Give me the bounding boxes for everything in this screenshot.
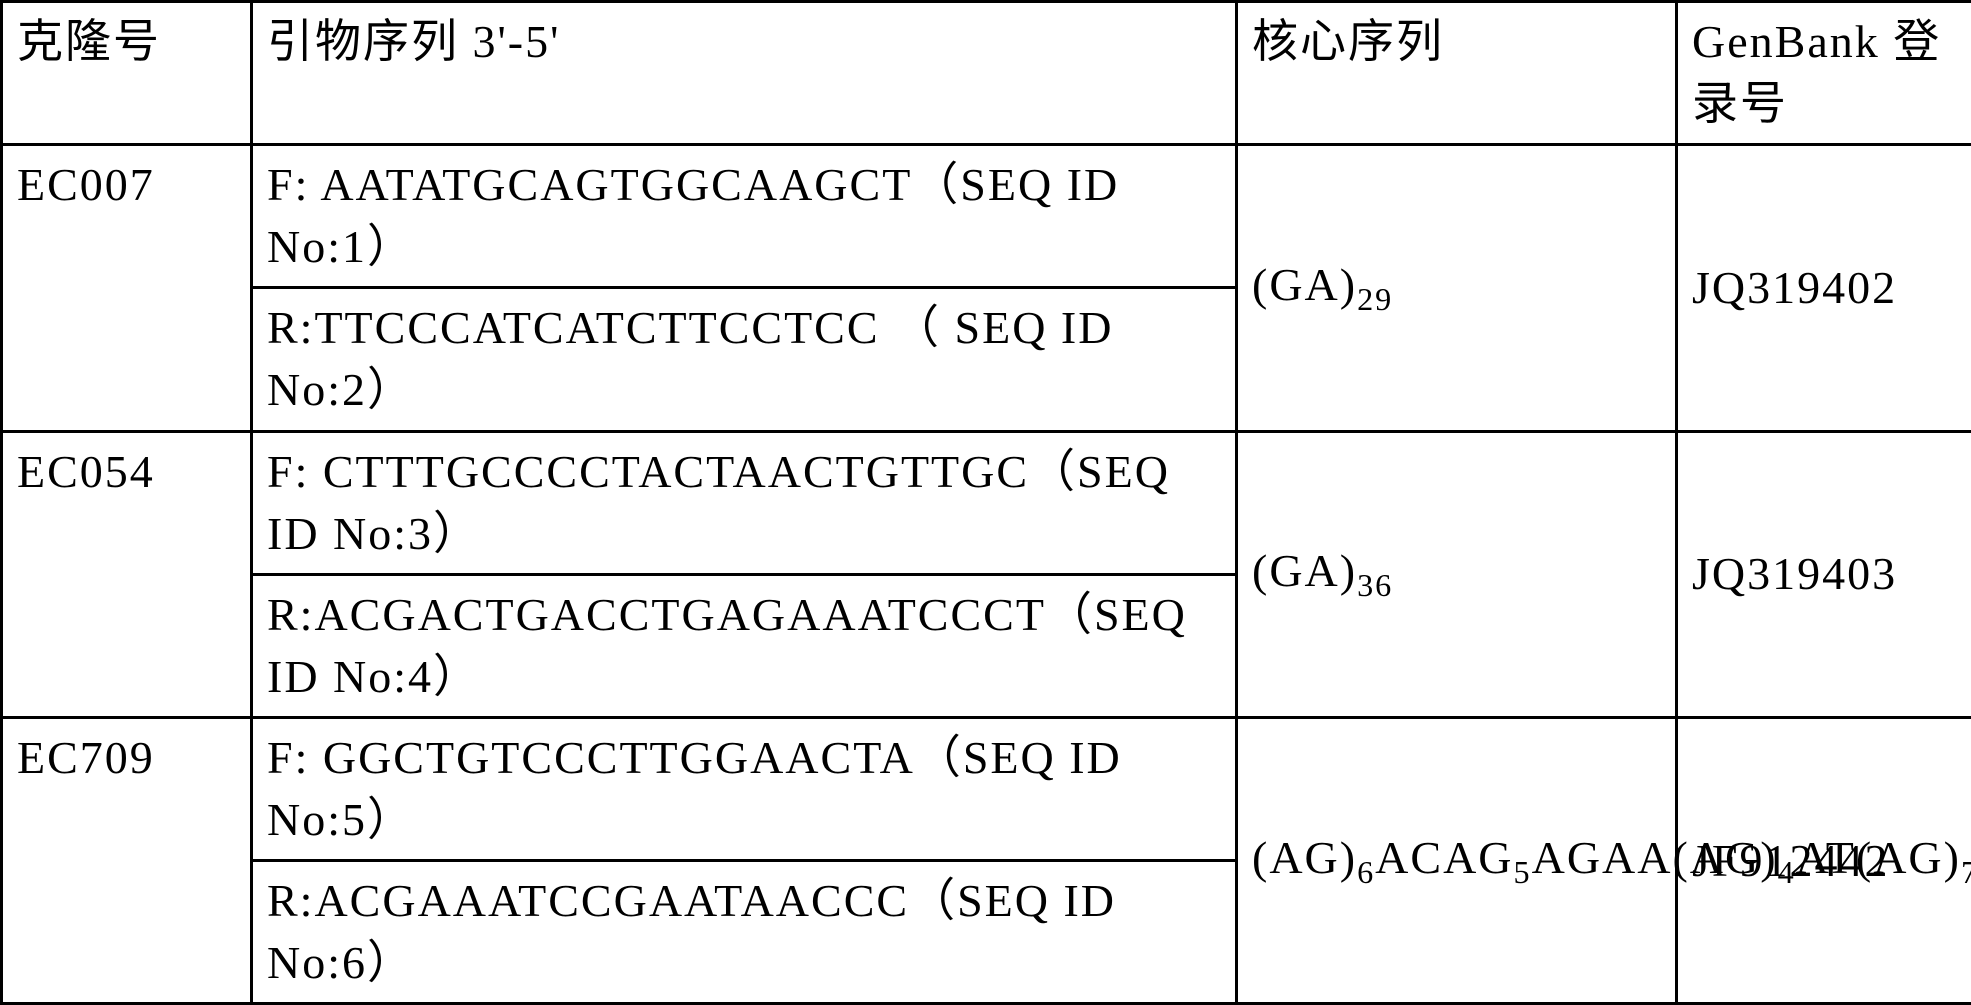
primer-f-cell: F: GGCTGTCCCTTGGAACTA（SEQ ID No:5） bbox=[252, 717, 1237, 860]
primer-r-cell: R:ACGACTGACCTGAGAAATCCCT（SEQ ID No:4） bbox=[252, 574, 1237, 717]
clone-cell: EC007 bbox=[2, 145, 252, 431]
core-cell: (GA)29 bbox=[1237, 145, 1677, 431]
genbank-cell: JQ319402 bbox=[1677, 145, 1971, 431]
primer-r-cell: R:ACGAAATCCGAATAACCC（SEQ ID No:6） bbox=[252, 861, 1237, 1004]
table-row: EC709 F: GGCTGTCCCTTGGAACTA（SEQ ID No:5）… bbox=[2, 717, 1971, 860]
header-primer: 引物序列 3'-5' bbox=[252, 2, 1237, 145]
primer-r-cell: R:TTCCCATCATCTTCCTCC （ SEQ ID No:2） bbox=[252, 288, 1237, 431]
table-row: EC054 F: CTTTGCCCCTACTAACTGTTGC（SEQ ID N… bbox=[2, 431, 1971, 574]
genbank-cell: JQ319403 bbox=[1677, 431, 1971, 717]
primer-f-cell: F: CTTTGCCCCTACTAACTGTTGC（SEQ ID No:3） bbox=[252, 431, 1237, 574]
header-core: 核心序列 bbox=[1237, 2, 1677, 145]
table-row: EC007 F: AATATGCAGTGGCAAGCT（SEQ ID No:1）… bbox=[2, 145, 1971, 288]
core-cell: (AG)6ACAG5AGAA(AG)4AT(AG)7 bbox=[1237, 717, 1677, 1003]
header-clone: 克隆号 bbox=[2, 2, 252, 145]
table-header-row: 克隆号 引物序列 3'-5' 核心序列 GenBank 登录号 bbox=[2, 2, 1971, 145]
clone-cell: EC054 bbox=[2, 431, 252, 717]
clone-cell: EC709 bbox=[2, 717, 252, 1003]
core-cell: (GA)36 bbox=[1237, 431, 1677, 717]
header-genbank: GenBank 登录号 bbox=[1677, 2, 1971, 145]
primer-table: 克隆号 引物序列 3'-5' 核心序列 GenBank 登录号 EC007 F:… bbox=[0, 0, 1971, 1005]
primer-f-cell: F: AATATGCAGTGGCAAGCT（SEQ ID No:1） bbox=[252, 145, 1237, 288]
